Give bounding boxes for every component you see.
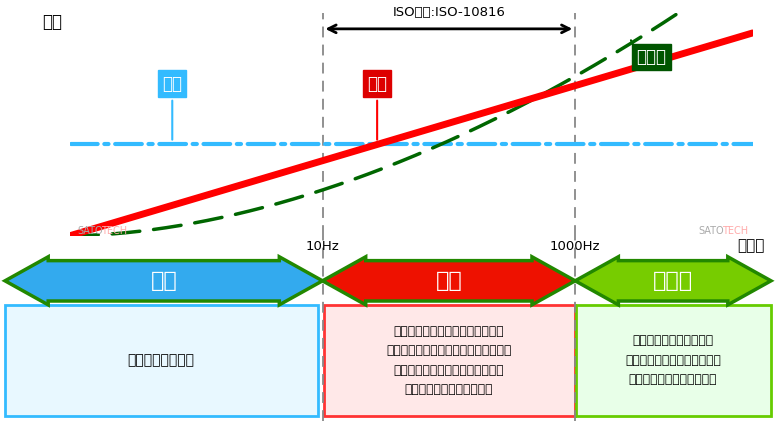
Text: ISO規格:ISO-10816: ISO規格:ISO-10816: [393, 6, 505, 19]
Text: 10Hz: 10Hz: [306, 240, 339, 253]
Polygon shape: [323, 257, 575, 305]
Text: SATO: SATO: [78, 226, 103, 236]
Text: アンバランス、ミスアライメント
ゆるみ、ガタ、アンカーボルトの緩み
カップリング不良、すべり軸不良
基礎不良、インペラー振動: アンバランス、ミスアライメント ゆるみ、ガタ、アンカーボルトの緩み カップリング…: [386, 325, 511, 396]
Text: TECH: TECH: [722, 226, 748, 236]
Text: 加速度: 加速度: [653, 271, 693, 291]
Text: 構造物の固有振動: 構造物の固有振動: [128, 353, 195, 368]
Polygon shape: [5, 257, 323, 305]
Text: 感度: 感度: [43, 13, 63, 31]
Text: ベアリング（軸受）異常
キャビテーション　ギア異常
転がり軸受損傷、歯車損傷: ベアリング（軸受）異常 キャビテーション ギア異常 転がり軸受損傷、歯車損傷: [625, 334, 721, 386]
Text: 1000Hz: 1000Hz: [550, 240, 601, 253]
FancyBboxPatch shape: [324, 305, 575, 416]
Text: 変位: 変位: [162, 75, 182, 93]
Text: SATO: SATO: [698, 226, 724, 236]
Text: 周波数: 周波数: [737, 238, 764, 253]
Text: 変位: 変位: [151, 271, 177, 291]
Text: TECH: TECH: [101, 226, 127, 236]
Text: 加速度: 加速度: [636, 48, 667, 66]
Text: 速度: 速度: [367, 75, 387, 93]
FancyBboxPatch shape: [5, 305, 317, 416]
Text: 速度: 速度: [435, 271, 462, 291]
FancyBboxPatch shape: [576, 305, 771, 416]
Polygon shape: [575, 257, 771, 305]
